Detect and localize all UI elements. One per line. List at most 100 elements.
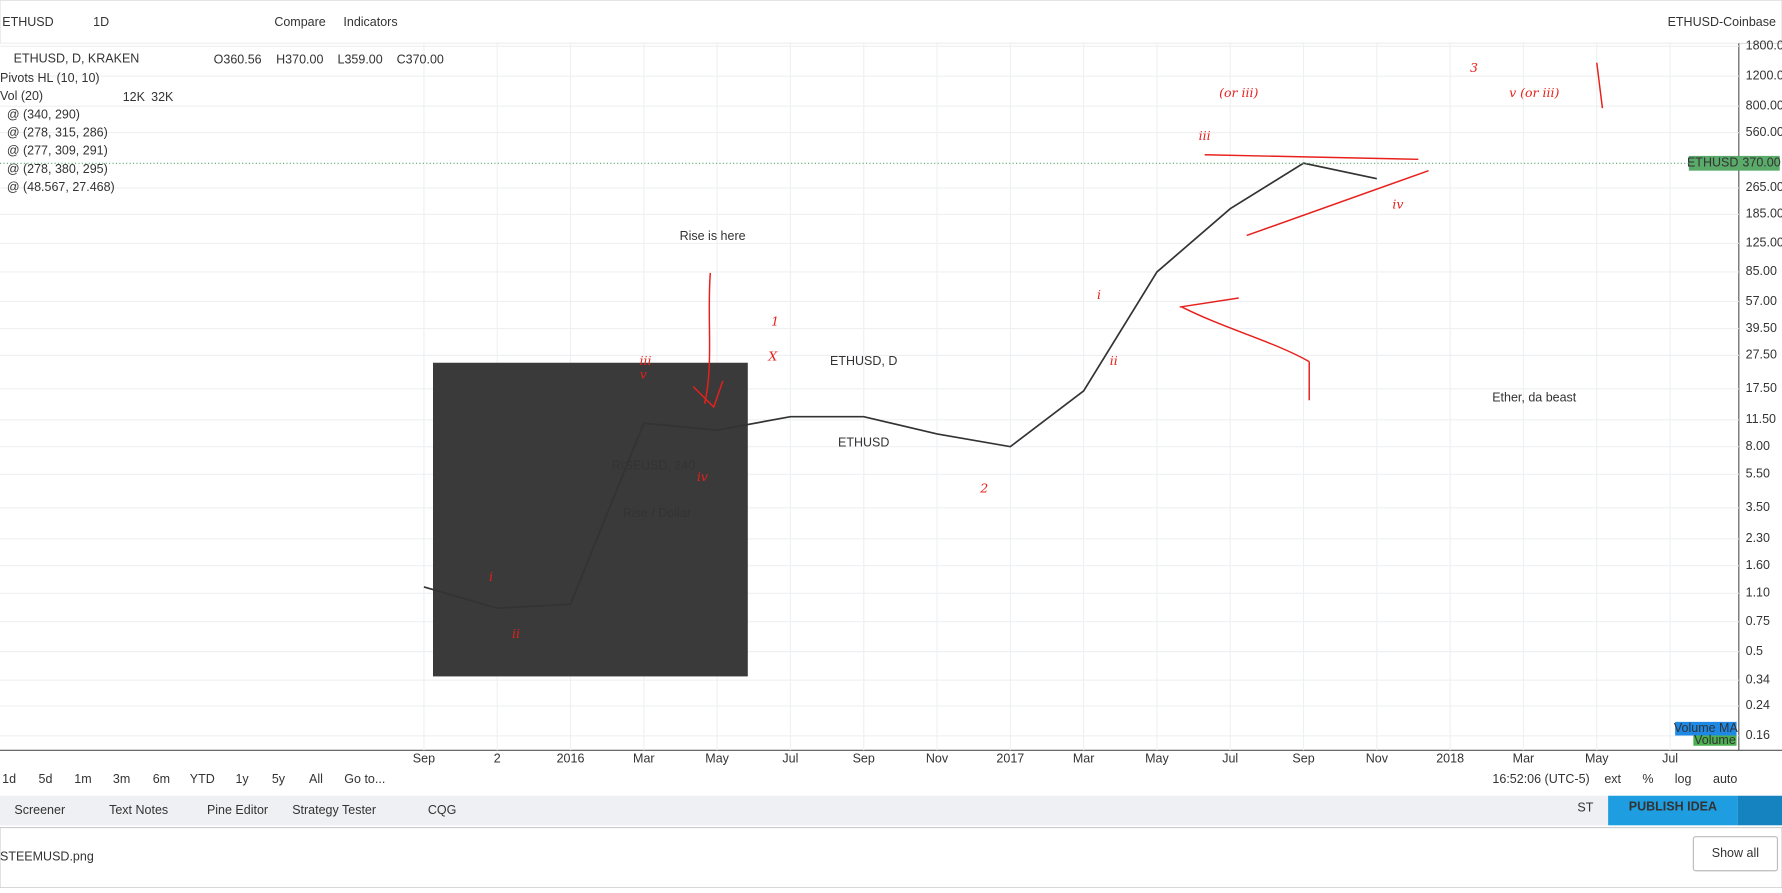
range-button[interactable]: 1m — [74, 772, 91, 786]
y-tick-label: 0.75 — [1746, 614, 1770, 628]
x-tick-label: May — [1145, 752, 1169, 766]
indicator-label: @ (48.567, 27.468) — [7, 180, 115, 194]
x-tick-label: Sep — [1292, 752, 1314, 766]
y-tick-label: 800.00 — [1746, 98, 1782, 112]
volume-ma-tag — [1675, 721, 1737, 736]
watermark-sub: ETHUSD — [838, 436, 889, 450]
download-file[interactable]: STEEMUSD.png — [0, 849, 94, 863]
hand-label: v — [640, 367, 647, 382]
range-button[interactable]: Go to... — [344, 772, 385, 786]
publish-button[interactable] — [1608, 795, 1738, 826]
range-button[interactable]: 6m — [153, 772, 170, 786]
hand-drawings — [692, 62, 1604, 409]
y-tick-label: 8.00 — [1746, 439, 1770, 453]
indicator-label: Pivots HL (10, 10) — [0, 71, 100, 85]
clock: 16:52:06 (UTC-5) — [1492, 772, 1589, 786]
price-line — [423, 162, 1378, 610]
y-tick-label: 27.50 — [1746, 348, 1777, 362]
compare-button[interactable]: Compare — [274, 15, 325, 29]
scale-option[interactable]: % — [1642, 772, 1653, 786]
panel-tab[interactable]: Screener — [14, 803, 65, 817]
show-all[interactable]: Show all — [1712, 846, 1759, 860]
scale-option[interactable]: log — [1675, 772, 1692, 786]
volume-ma-tag-text: Volume MA — [1674, 721, 1739, 735]
download-bar — [0, 826, 1782, 889]
indicator-label: @ (278, 315, 286) — [7, 125, 108, 139]
show-all-button[interactable] — [1692, 836, 1779, 872]
ohlc: O360.56 — [214, 53, 262, 67]
y-tick-label: 125.00 — [1746, 236, 1782, 250]
layout-name[interactable]: ETHUSD-Coinbase — [1668, 15, 1776, 29]
toolbar — [0, 0, 1782, 44]
y-tick-label: 2.30 — [1746, 531, 1770, 545]
y-tick-label: 185.00 — [1746, 207, 1782, 221]
range-button[interactable]: 1y — [235, 772, 249, 786]
panel-tab[interactable]: Text Notes — [109, 803, 168, 817]
x-tick-label: May — [705, 752, 729, 766]
annotation: Ether, da beast — [1492, 390, 1577, 404]
ohlc: H370.00 — [276, 53, 323, 67]
y-tick-label: 560.00 — [1746, 125, 1782, 139]
interval[interactable]: 1D — [93, 15, 109, 29]
symbol[interactable]: ETHUSD — [2, 15, 53, 29]
x-tick-label: 2 — [494, 752, 501, 766]
range-button[interactable]: 5y — [272, 772, 286, 786]
hand-label: v (or iii) — [1509, 85, 1559, 100]
hand-label: iii — [640, 353, 652, 368]
vol-value: 32K — [151, 90, 174, 104]
y-tick-label: 0.34 — [1746, 672, 1770, 686]
range-button[interactable]: 1d — [2, 772, 16, 786]
y-tick-label: 0.5 — [1746, 644, 1763, 658]
y-tick-label: 265.00 — [1746, 180, 1782, 194]
inset-image — [432, 362, 748, 677]
panel-tabs-bar — [0, 795, 1782, 826]
price-tag-symbol: ETHUSD — [1687, 156, 1738, 170]
x-tick-label: Jul — [782, 752, 798, 766]
ohlc: L359.00 — [338, 53, 383, 67]
y-tick-label: 17.50 — [1746, 381, 1777, 395]
y-tick-label: 1.60 — [1746, 558, 1770, 572]
legend-title: ETHUSD, D, KRAKEN — [14, 52, 140, 66]
y-tick-label: 57.00 — [1746, 294, 1777, 308]
scale-option[interactable]: ext — [1604, 772, 1621, 786]
st-icon[interactable]: ST — [1577, 801, 1593, 815]
y-tick-label: 0.16 — [1746, 728, 1770, 742]
indicators-button[interactable]: Indicators — [343, 15, 397, 29]
hand-label: iii — [1199, 128, 1211, 143]
panel-tab[interactable]: CQG — [428, 803, 456, 817]
publish-text[interactable]: PUBLISH IDEA — [1629, 799, 1717, 813]
y-tick-label: 11.50 — [1746, 412, 1776, 426]
x-tick-label: May — [1585, 752, 1609, 766]
stroke — [1596, 62, 1604, 109]
more-button[interactable] — [1737, 795, 1782, 826]
range-button[interactable]: 3m — [113, 772, 130, 786]
hand-label: X — [767, 349, 778, 364]
watermark: ETHUSD, D — [830, 354, 897, 368]
arrow — [692, 272, 724, 409]
x-tick-label: Mar — [633, 752, 655, 766]
range-button[interactable]: All — [309, 772, 323, 786]
x-tick-label: 2016 — [557, 752, 585, 766]
x-tick-label: Sep — [413, 752, 435, 766]
scale-option[interactable]: auto — [1713, 772, 1737, 786]
y-tick-label: 39.50 — [1746, 321, 1777, 335]
y-tick-label: 1.10 — [1746, 586, 1770, 600]
inset-title: RISEUSD, 240 — [612, 458, 695, 472]
range-button[interactable]: 5d — [39, 772, 53, 786]
y-tick-label: 1800.00 — [1746, 39, 1782, 53]
trend-line — [1246, 169, 1429, 237]
x-tick-label: Jul — [1662, 752, 1678, 766]
indicator-label: @ (277, 309, 291) — [7, 144, 108, 158]
volume-tag-text: Volume — [1694, 733, 1736, 747]
range-button[interactable]: YTD — [190, 772, 215, 786]
hand-label: 3 — [1470, 60, 1478, 75]
arrow — [1179, 297, 1310, 401]
panel-tab[interactable]: Strategy Tester — [292, 803, 376, 817]
x-tick-label: 2017 — [996, 752, 1024, 766]
panel-tab[interactable]: Pine Editor — [207, 803, 268, 817]
hand-label: 1 — [771, 313, 779, 328]
price-tag — [1688, 155, 1780, 171]
y-tick-label: 0.24 — [1746, 698, 1770, 712]
indicator-label: @ (340, 290) — [7, 107, 80, 121]
